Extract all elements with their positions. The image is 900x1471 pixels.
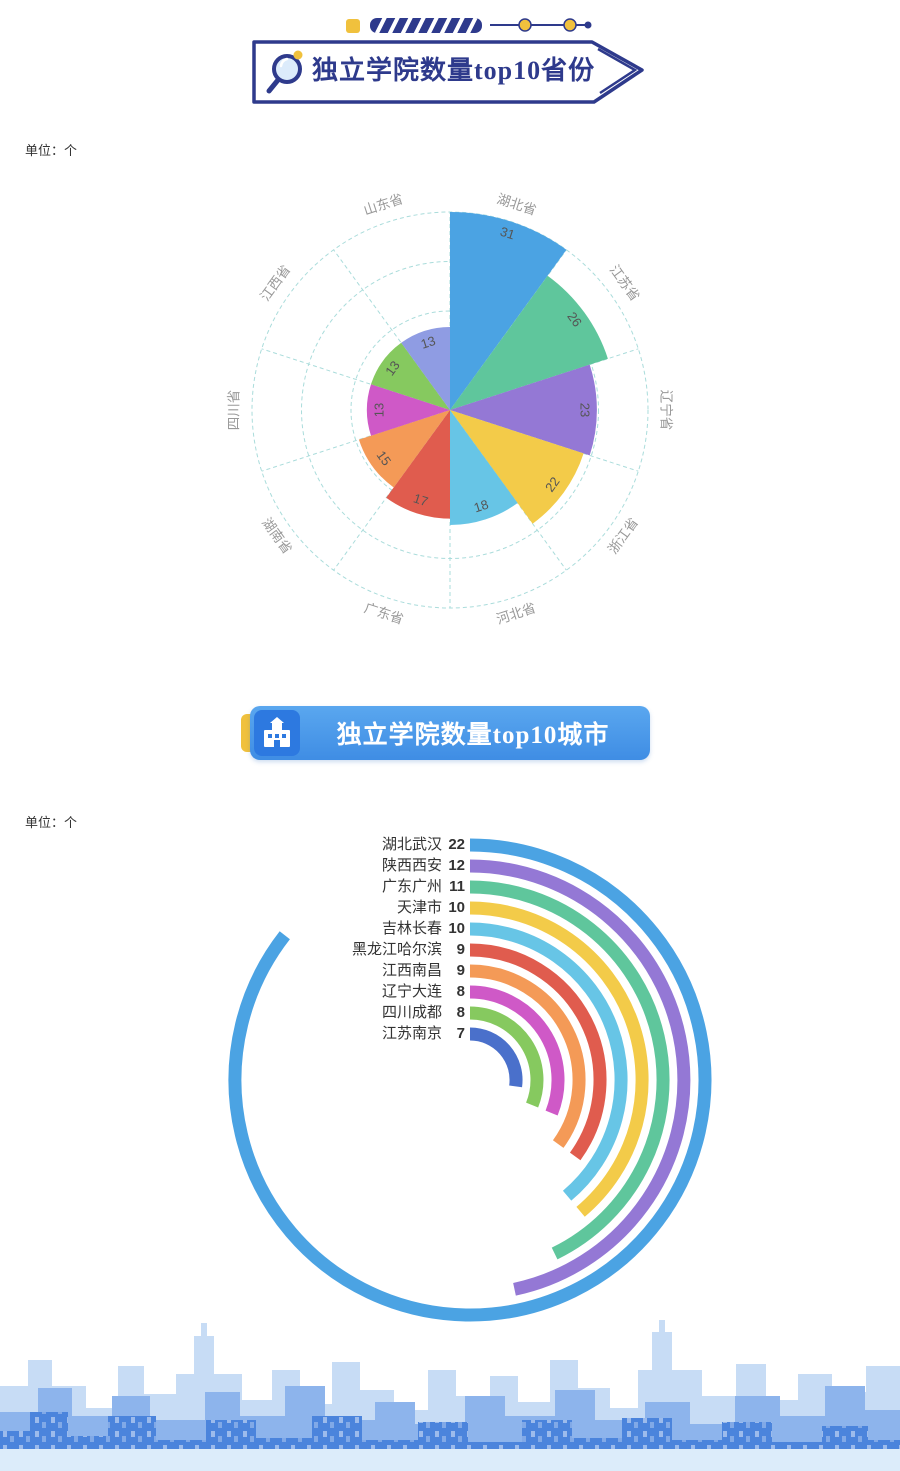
radial-bar [469,922,628,1201]
rose-sector [358,410,450,488]
building-icon [254,710,300,756]
category-label: 山东省 [362,191,405,218]
section2-title: 独立学院数量top10城市 [336,722,610,749]
rose-sector [450,275,608,410]
city-skyline-decoration [0,1320,900,1471]
section1-title: 独立学院数量top10省份 [312,55,595,85]
radial-bar [228,838,712,1322]
bar-value-label: 12 [448,857,465,874]
bar-value-label: 11 [449,878,465,895]
unit-label-cities: 单位：个 [25,815,78,830]
category-label: 江苏省 [607,262,643,304]
skyline-ground-strip [0,1449,900,1471]
rose-sector [450,364,597,456]
category-label: 河北省 [495,600,538,627]
section1-header-banner: 独立学院数量top10省份 [252,18,644,104]
bar-value-label: 9 [457,962,465,979]
category-label: 浙江省 [605,515,641,557]
rose-sector [386,410,450,519]
bar-value-label: 7 [457,1025,465,1042]
radial-bar [469,859,691,1296]
bar-value-label: 10 [448,899,465,916]
sector-value-label: 13 [419,333,437,352]
radial-bar [469,964,586,1148]
deco-dot-end [584,21,592,29]
bar-category-label: 江西南昌 [382,962,442,979]
grid-spoke [261,348,451,411]
sector-value-label: 31 [498,224,516,243]
sector-value-label: 26 [564,309,585,330]
radial-bar [469,985,565,1116]
rose-chart-provinces: 31 湖北省 26 江苏省 23 辽宁省 22 浙江省 18 河北省 17 广东省 15 湖南省 13 四川省… [227,191,675,627]
radial-bar [469,1006,544,1108]
banner-shape [252,40,644,104]
radial-bar-chart-cities: 22 湖北武汉 12 陕西西安 11 广东广州 10 天津市 10 吉林长春 9 黑龙江哈尔滨 9 江西南… [228,836,712,1322]
bar-category-label: 天津市 [397,899,442,916]
bar-value-label: 8 [457,983,465,1000]
sector-value-label: 13 [382,358,403,379]
category-label: 辽宁省 [658,390,674,431]
section2-header: 独立学院数量top10城市 [241,706,650,760]
deco-dot [518,18,532,32]
radial-bar [469,880,670,1260]
category-label: 广东省 [362,600,405,627]
radial-bar [469,943,607,1161]
deco-stripes [374,18,479,33]
deco-stripe-bar [370,18,482,33]
bar-value-label: 8 [457,1004,465,1021]
category-label: 江西省 [257,262,293,304]
bar-category-label: 陕西西安 [382,857,442,874]
rose-sector [371,342,450,410]
magnifier-icon [266,50,303,94]
radial-bar [469,1027,523,1088]
grid-spoke [449,249,567,411]
sector-value-label: 15 [374,448,395,469]
bar-category-label: 江苏南京 [382,1025,442,1042]
grid-spoke [261,409,451,472]
category-label: 湖南省 [259,515,295,557]
category-label: 湖北省 [495,191,538,218]
sector-value-label: 17 [412,491,430,510]
sector-value-label: 13 [371,403,386,417]
header-blue-bar: 独立学院数量top10城市 [250,706,650,760]
sector-value-label: 23 [577,403,592,417]
deco-yellow-square [346,19,360,33]
unit-label-provinces: 单位：个 [25,143,78,158]
rose-sector [366,384,450,436]
bar-value-label: 22 [448,836,465,853]
rose-sector [401,326,450,410]
rose-sector [450,410,584,524]
bar-category-label: 辽宁大连 [382,983,442,1000]
rose-sector [450,410,518,525]
rose-sector [450,212,567,410]
grid-spoke [333,249,451,411]
bar-category-label: 吉林长春 [382,920,442,937]
bar-value-label: 10 [448,920,465,937]
bar-category-label: 四川成都 [382,1004,442,1021]
deco-dot [563,18,577,32]
bar-category-label: 广东广州 [382,878,442,895]
radial-bar [469,901,649,1217]
category-label: 四川省 [227,390,242,431]
sector-value-label: 22 [542,474,563,495]
bar-category-label: 湖北武汉 [382,836,442,853]
sector-value-label: 18 [472,497,490,516]
banner-tip-detail [597,47,638,95]
bar-value-label: 9 [457,941,465,958]
bar-category-label: 黑龙江哈尔滨 [352,941,442,958]
